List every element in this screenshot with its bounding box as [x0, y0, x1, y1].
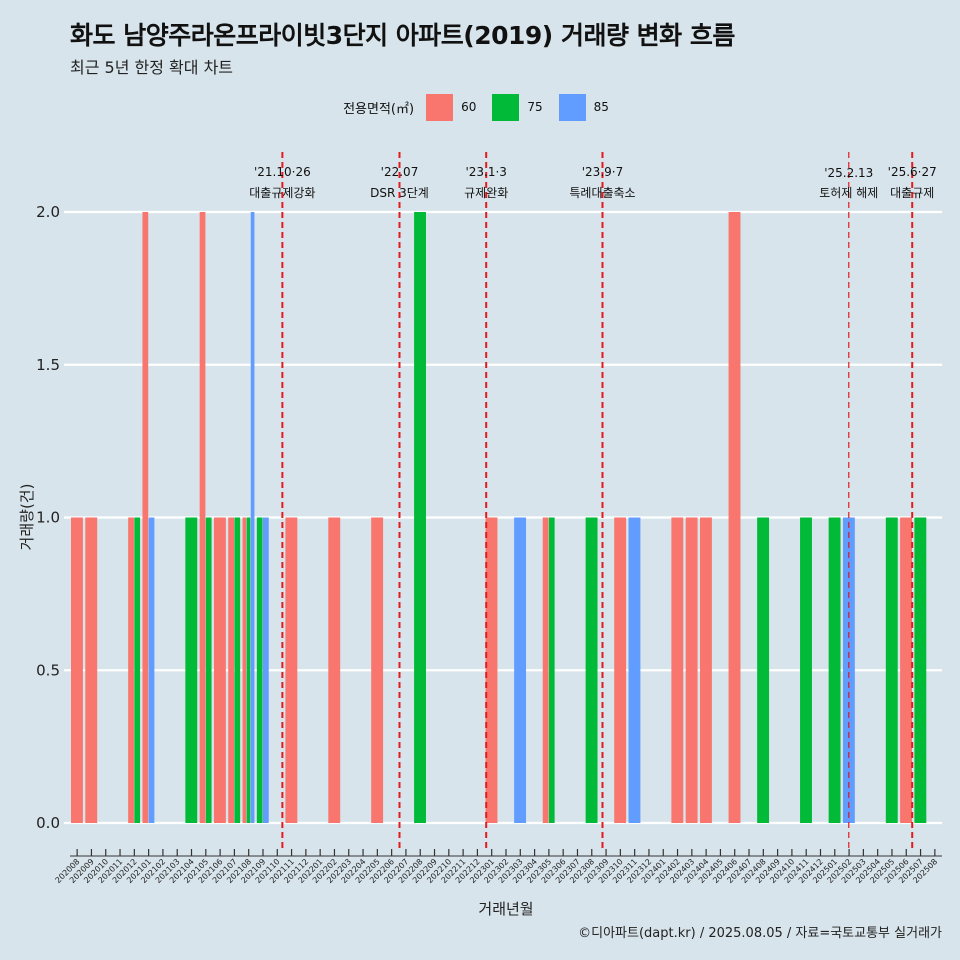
event-name-label: 특례대출축소: [569, 186, 635, 200]
bar-202507-75: [914, 517, 927, 823]
bar-202311-85: [628, 517, 641, 823]
bar-202505-75: [885, 517, 898, 823]
bar-202406-60: [728, 212, 741, 823]
bar-202109-75: [256, 517, 263, 823]
chart-subtitle: 최근 5년 한정 확대 차트: [70, 58, 234, 77]
bar-202108-85: [250, 212, 255, 823]
bar-202101-85: [148, 517, 155, 823]
y-tick-label: 1.0: [36, 509, 60, 527]
event-name-label: DSR 3단계: [370, 186, 429, 200]
bar-202310-60: [614, 517, 627, 823]
bar-202108-60: [242, 517, 247, 823]
legend-swatch-85: [558, 93, 586, 121]
y-tick-label: 2.0: [36, 203, 60, 221]
bar-202111-60: [285, 517, 298, 823]
bar-202301-60: [485, 517, 498, 823]
legend-item-60: 60: [426, 93, 477, 121]
x-axis-label: 거래년월: [478, 900, 533, 918]
bars: [71, 212, 927, 823]
event-date-label: '21.10·26: [254, 165, 311, 179]
bar-202501-75: [828, 517, 841, 823]
y-tick-label: 0.0: [36, 814, 60, 832]
bar-202104-75: [185, 517, 198, 823]
bar-202208-75: [414, 212, 426, 823]
bar-202106-60: [213, 517, 226, 823]
bar-202308-75: [585, 517, 598, 823]
bar-202109-85: [262, 517, 269, 823]
legend-label-75: 75: [527, 100, 543, 114]
y-axis-ticks: 0.0 0.5 1.0 1.5 2.0: [36, 203, 60, 832]
event-date-label: '25.6·27: [888, 165, 937, 179]
bar-202202-60: [328, 517, 341, 823]
event-date-label: '23.1·3: [465, 165, 506, 179]
y-tick-label: 1.5: [36, 356, 60, 374]
legend-item-85: 85: [558, 93, 609, 121]
y-axis-label: 거래량(건): [18, 484, 36, 551]
bar-202101-60: [142, 212, 149, 823]
bar-202506-60: [900, 517, 913, 823]
event-name-label: 토허제 해제: [819, 186, 878, 200]
event-name-label: 대출규제강화: [249, 186, 315, 200]
bar-202012-75: [134, 517, 141, 823]
event-lines: '21.10·26 대출규제강화 '22.07 DSR 3단계 '23.1·3 규제완화 '…: [249, 152, 937, 850]
legend-label-85: 85: [593, 100, 609, 114]
bar-202107-75: [234, 517, 241, 823]
legend-item-75: 75: [492, 93, 543, 121]
bar-202402-60: [671, 517, 684, 823]
bar-202107-60: [228, 517, 234, 823]
bar-202009-60: [85, 517, 98, 823]
bar-202012-60: [128, 517, 134, 823]
event-date-label: '22.07: [381, 165, 419, 179]
bar-202105-60: [199, 212, 206, 823]
chart-title: 화도 남양주라온프라이빗3단지 아파트(2019) 거래량 변화 흐름: [70, 21, 735, 50]
source-caption: ©디아파트(dapt.kr) / 2025.08.05 / 자료=국토교통부 실…: [578, 926, 942, 941]
bar-202108-75: [246, 517, 251, 823]
event-date-label: '25.2.13: [824, 166, 873, 180]
bar-202303-85: [514, 517, 527, 823]
legend-swatch-75: [492, 93, 520, 121]
bar-202404-60: [699, 517, 712, 823]
y-tick-label: 0.5: [36, 661, 60, 679]
bar-202403-60: [685, 517, 698, 823]
bar-202105-75: [205, 517, 212, 823]
bar-202502-85: [842, 517, 855, 823]
bar-202411-75: [800, 517, 812, 823]
event-name-label: 규제완화: [464, 186, 508, 200]
event-name-label: 대출규제: [890, 186, 934, 200]
legend-title: 전용면적(㎡): [343, 101, 415, 117]
legend-label-60: 60: [461, 100, 477, 114]
legend: 전용면적(㎡) 60 75 85: [0, 93, 960, 121]
bar-202408-75: [757, 517, 770, 823]
legend-swatch-60: [426, 93, 454, 121]
bar-202305-60: [542, 517, 549, 823]
event-date-label: '23.9·7: [582, 165, 623, 179]
bar-202205-60: [371, 517, 384, 823]
bar-202305-75: [548, 517, 555, 823]
bar-202008-60: [71, 517, 83, 823]
x-axis: 2020082020092020102020112020122021012021…: [54, 849, 942, 885]
